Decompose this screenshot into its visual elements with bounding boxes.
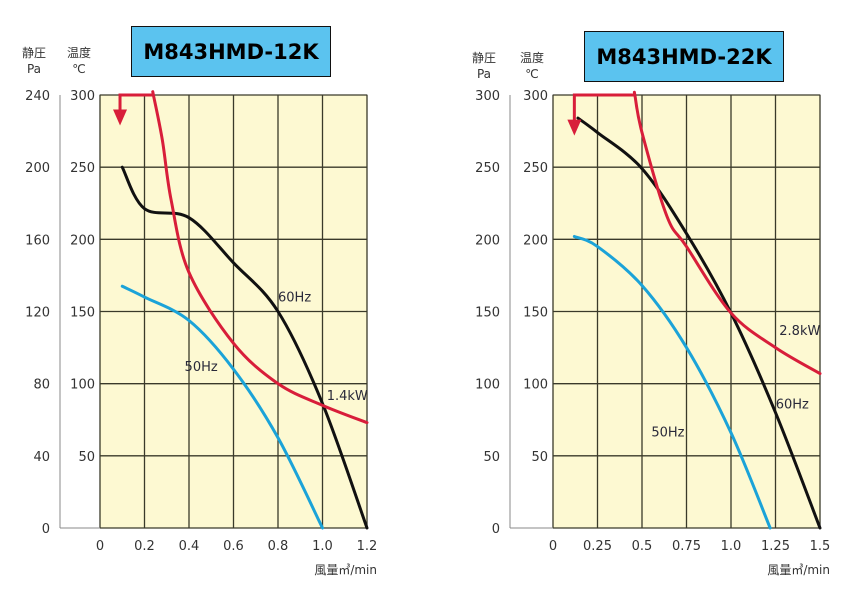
temp-axis-title: 温度: [520, 50, 544, 65]
temp-tick-label: 50: [78, 450, 95, 465]
series-line-50hz: [572, 234, 772, 530]
temp-tick-label: 150: [70, 306, 95, 321]
pa-axis-title: 静圧: [472, 51, 496, 65]
pa-tick-label: 150: [475, 306, 500, 321]
x-tick-label: 0.8: [268, 539, 289, 554]
temp-limit-line: [572, 93, 635, 122]
temp-tick-label: 100: [523, 378, 548, 393]
pa-tick-label: 240: [25, 89, 50, 104]
chart-title-left: M843HMD-12K: [131, 26, 331, 77]
series-line-50hz: [120, 284, 324, 530]
pa-tick-label: 50: [483, 450, 500, 465]
temp-axis-title: 温度: [67, 45, 91, 60]
chart-panel-right: 静圧 Pa 温度 ℃ 0 50 100 150 200 250 300 50 100 150 200 250 3…: [472, 50, 830, 577]
chart-panel-left: 静圧 Pa 温度 ℃ 0 40 80 120 160 200 240 50 100 150 200 250 30…: [22, 45, 377, 577]
x-tick-label: 1.0: [721, 539, 742, 554]
temp-tick-label: 300: [70, 89, 95, 104]
temp-tick-label: 250: [70, 161, 95, 176]
x-tick-label: 1.0: [312, 539, 333, 554]
x-tick-label: 0.75: [672, 539, 701, 554]
pa-tick-label: 160: [25, 233, 50, 248]
pa-tick-label: 120: [25, 306, 50, 321]
series-line-60hz: [576, 116, 822, 530]
temp-axis-unit: ℃: [72, 62, 85, 76]
x-tick-label: 1.25: [761, 539, 790, 554]
temp-tick-label: 150: [523, 306, 548, 321]
temp-tick-label: 100: [70, 378, 95, 393]
temp-tick-label: 200: [523, 233, 548, 248]
pa-tick-label: 80: [33, 378, 50, 393]
pa-tick-label: 40: [33, 450, 50, 465]
series-label: 60Hz: [776, 398, 809, 413]
temp-tick-label: 250: [523, 161, 548, 176]
temp-limit-line: [118, 93, 154, 112]
down-arrow-icon: [113, 109, 128, 126]
x-tick-label: 0.5: [632, 539, 653, 554]
pa-tick-label: 0: [42, 522, 50, 537]
x-tick-label: 0: [549, 539, 557, 554]
pa-axis-title: 静圧: [22, 46, 46, 60]
x-tick-label: 0.6: [223, 539, 244, 554]
temp-tick-label: 200: [70, 233, 95, 248]
temp-tick-label: 300: [523, 89, 548, 104]
x-axis-title: 風量㎥/min: [314, 563, 377, 577]
series-label: 2.8kW: [779, 324, 820, 339]
series-label: 50Hz: [651, 426, 684, 441]
pa-tick-label: 200: [25, 161, 50, 176]
pa-tick-label: 100: [475, 378, 500, 393]
down-arrow-icon: [567, 119, 582, 136]
pa-tick-label: 0: [492, 522, 500, 537]
pa-tick-label: 200: [475, 233, 500, 248]
x-tick-label: 0.4: [179, 539, 200, 554]
series-label: 1.4kW: [327, 389, 368, 404]
series-line-14kw: [151, 90, 369, 425]
pa-axis-unit: Pa: [27, 62, 41, 76]
series-label: 60Hz: [278, 291, 311, 306]
x-tick-label: 0.2: [134, 539, 155, 554]
x-axis-title: 風量㎥/min: [767, 563, 830, 577]
temp-axis-unit: ℃: [525, 67, 538, 81]
pa-axis-unit: Pa: [477, 67, 491, 81]
pa-tick-label: 250: [475, 161, 500, 176]
temp-tick-label: 50: [531, 450, 548, 465]
x-tick-label: 0: [96, 539, 104, 554]
series-label: 50Hz: [185, 360, 218, 375]
chart-title-right: M843HMD-22K: [584, 31, 784, 82]
pa-tick-label: 300: [475, 89, 500, 104]
x-tick-label: 1.2: [357, 539, 378, 554]
x-tick-label: 1.5: [810, 539, 831, 554]
series-line-60hz: [120, 165, 369, 530]
series-line-28kw: [632, 90, 822, 376]
x-tick-label: 0.25: [583, 539, 612, 554]
